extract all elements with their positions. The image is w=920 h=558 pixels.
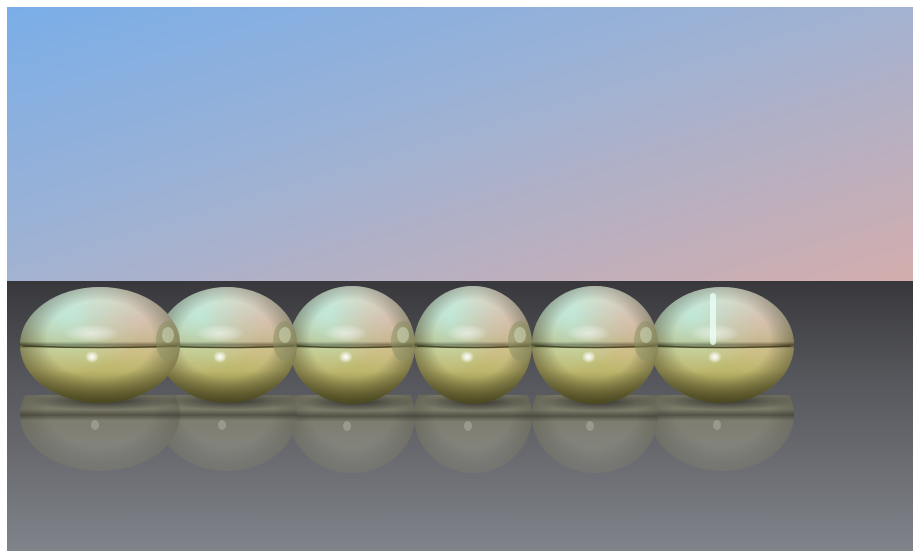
metallic-sphere: [414, 286, 534, 411]
metallic-sphere: [289, 286, 416, 411]
metallic-sphere: [157, 287, 298, 410]
sphere-row: [20, 286, 795, 411]
metallic-sphere: [20, 287, 180, 410]
specular-streak: [710, 293, 716, 345]
metallic-sphere: [650, 287, 795, 410]
metallic-sphere: [532, 286, 659, 411]
sky-backdrop: [7, 7, 913, 281]
